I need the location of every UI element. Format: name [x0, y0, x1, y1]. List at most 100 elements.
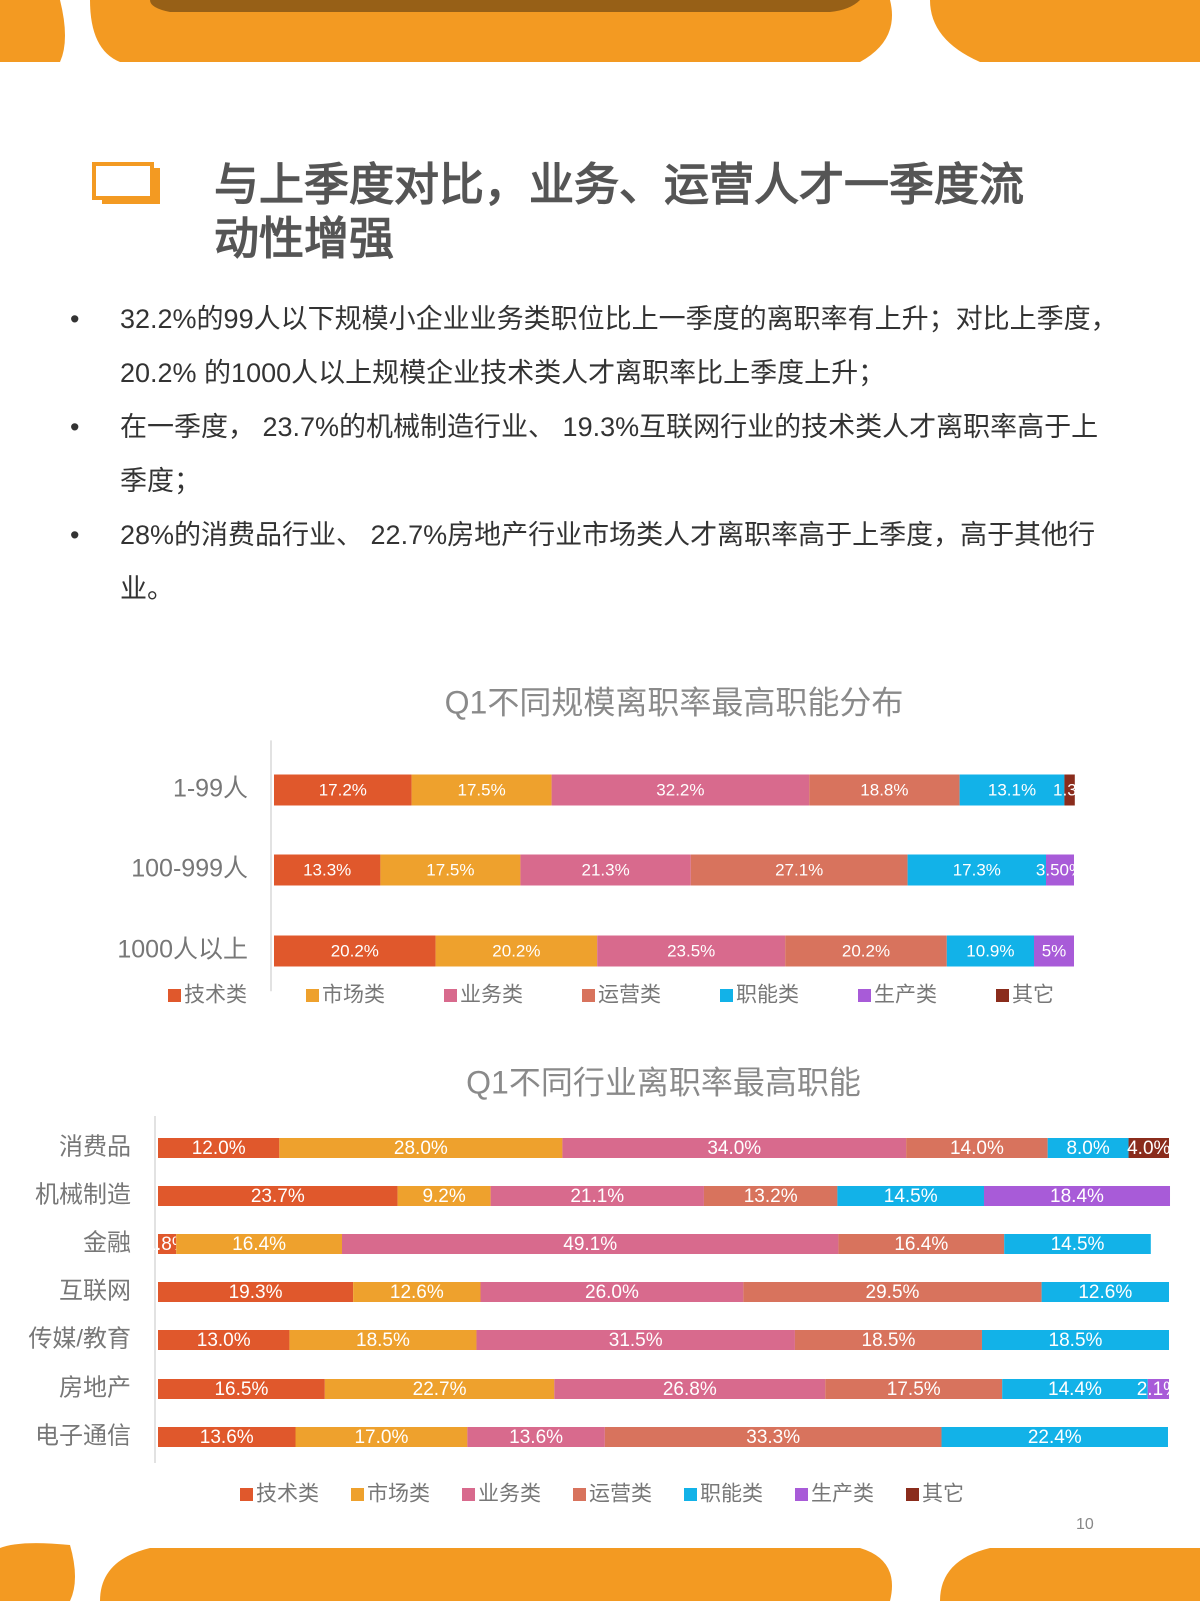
data-label: 21.3%	[581, 860, 629, 879]
y-tick-label: 传媒/教育	[28, 1325, 131, 1352]
bar-segment	[397, 1186, 491, 1206]
bar-segment	[274, 935, 436, 967]
data-label: 12.0%	[192, 1138, 246, 1159]
bar-segment	[380, 854, 521, 886]
data-label: 22.7%	[413, 1379, 467, 1400]
legend-label: 市场类	[367, 1483, 430, 1506]
data-label: 18.5%	[356, 1330, 410, 1351]
bar-segment	[794, 1330, 982, 1350]
bar-segment	[838, 1234, 1005, 1254]
data-label: 17.0%	[354, 1427, 408, 1448]
legend-swatch	[720, 989, 733, 1002]
data-label: 49.1%	[563, 1234, 617, 1255]
bar-segment	[703, 1186, 838, 1206]
legend-swatch	[906, 1488, 919, 1501]
bar-segment	[1128, 1138, 1169, 1158]
bar-segment	[353, 1282, 481, 1302]
data-label: 4.0%	[1127, 1138, 1170, 1159]
bullet: 32.2%的99人以下规模小企业业务类职位比上一季度的离职率有上升；对比上季度，…	[70, 292, 1120, 400]
legend-label: 生产类	[811, 1483, 874, 1506]
y-tick-label: 消费品	[59, 1133, 131, 1160]
legend-swatch	[573, 1488, 586, 1501]
data-label: 33.3%	[746, 1427, 800, 1448]
data-label: 31.5%	[609, 1330, 663, 1351]
data-label: 26.0%	[585, 1282, 639, 1303]
data-label: 27.1%	[775, 860, 823, 879]
data-label: 18.5%	[862, 1330, 916, 1351]
data-label: 14.0%	[950, 1138, 1004, 1159]
bar-segment	[1147, 1379, 1169, 1399]
bar-segment	[289, 1330, 477, 1350]
data-label: 19.3%	[229, 1282, 283, 1303]
legend-label: 运营类	[598, 984, 661, 1007]
legend-label: 职能类	[736, 984, 799, 1007]
bar-segment	[597, 935, 786, 967]
y-tick-label: 互联网	[59, 1277, 131, 1304]
data-label: 32.2%	[656, 780, 704, 799]
bar-segment	[158, 1138, 280, 1158]
legend-swatch	[795, 1488, 808, 1501]
data-label: 34.0%	[707, 1138, 761, 1159]
data-label: 16.4%	[894, 1234, 948, 1255]
bar-segment	[324, 1379, 555, 1399]
bar-segment	[158, 1330, 290, 1350]
data-label: 16.5%	[214, 1379, 268, 1400]
data-label: 23.7%	[251, 1186, 305, 1207]
legend-swatch	[168, 989, 181, 1002]
legend-swatch	[996, 989, 1009, 1002]
bar-segment	[274, 854, 381, 886]
bar-segment	[158, 1379, 325, 1399]
legend-label: 业务类	[478, 1483, 541, 1506]
bar-segment	[176, 1234, 343, 1254]
bar-segment	[435, 935, 598, 967]
y-tick-label: 房地产	[59, 1374, 131, 1401]
bullet: 28%的消费品行业、 22.7%房地产行业市场类人才离职率高于上季度，高于其他行…	[70, 508, 1120, 616]
bar-segment	[809, 774, 960, 806]
bar-segment	[295, 1427, 468, 1447]
bar-segment	[1002, 1379, 1148, 1399]
bar-segment	[1034, 935, 1074, 967]
data-label: 18.4%	[1050, 1186, 1104, 1207]
data-label: 3.50%	[1036, 860, 1084, 879]
bar-segment	[520, 854, 691, 886]
bar-segment	[604, 1427, 942, 1447]
bar-segment	[785, 935, 947, 967]
bar-segment	[906, 1138, 1048, 1158]
legend-swatch	[582, 989, 595, 1002]
bar-segment	[1064, 774, 1075, 806]
legend-swatch	[240, 1488, 253, 1501]
legend-label: 业务类	[460, 984, 523, 1007]
bar-segment	[551, 774, 810, 806]
y-tick-label: 机械制造	[35, 1181, 131, 1208]
data-label: 17.5%	[426, 860, 474, 879]
data-label: 21.1%	[570, 1186, 624, 1207]
data-label: 17.5%	[887, 1379, 941, 1400]
data-label: 17.2%	[319, 780, 367, 799]
legend-swatch	[306, 989, 319, 1002]
data-label: 18.5%	[1049, 1330, 1103, 1351]
data-label: 1.30	[1053, 780, 1086, 799]
data-label: 8.0%	[1066, 1138, 1109, 1159]
data-label: 13.0%	[197, 1330, 251, 1351]
legend-label: 技术类	[184, 984, 247, 1007]
bar-segment	[467, 1427, 605, 1447]
data-label: 18.8%	[860, 780, 908, 799]
data-label: 17.5%	[457, 780, 505, 799]
data-label: 12.6%	[390, 1282, 444, 1303]
bar-segment	[941, 1427, 1168, 1447]
legend-label: 其它	[1012, 984, 1054, 1007]
bar-segment	[1041, 1282, 1169, 1302]
legend-swatch	[858, 989, 871, 1002]
data-label: 22.4%	[1028, 1427, 1082, 1448]
y-tick-label: 1000人以上	[117, 936, 248, 964]
page-number: 10	[1076, 1516, 1094, 1533]
bar-segment	[480, 1282, 744, 1302]
bar-segment	[158, 1427, 296, 1447]
bar-segment	[743, 1282, 1042, 1302]
legend-label: 技术类	[256, 1483, 319, 1506]
data-label: 10.9%	[966, 941, 1014, 960]
data-label: 12.6%	[1078, 1282, 1132, 1303]
